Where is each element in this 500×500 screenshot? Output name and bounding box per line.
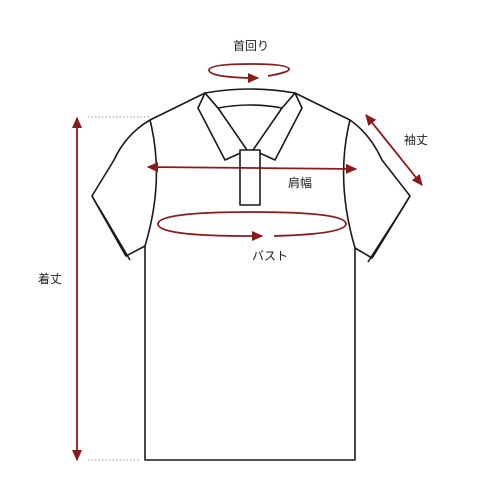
neck-measure xyxy=(208,63,290,84)
shirt-body xyxy=(91,92,411,461)
shoulder-label: 肩幅 xyxy=(288,175,312,190)
left-sleeve-cuff xyxy=(91,195,131,261)
bust-label: バスト xyxy=(252,249,288,263)
length-label: 着丈 xyxy=(38,271,62,286)
guide-lines xyxy=(88,116,150,461)
collar-back xyxy=(204,88,296,109)
bust-measure xyxy=(157,211,347,242)
left-armhole xyxy=(144,119,158,247)
placket xyxy=(239,149,261,206)
sleeve-label: 袖丈 xyxy=(404,132,428,147)
right-armhole xyxy=(342,119,356,249)
shoulder-measure xyxy=(146,162,358,174)
right-sleeve-cuff xyxy=(367,195,411,263)
neck-label: 首回り xyxy=(233,39,269,53)
measurements xyxy=(71,63,423,462)
polo-shirt xyxy=(91,88,411,461)
sleeve-measure xyxy=(365,114,423,186)
